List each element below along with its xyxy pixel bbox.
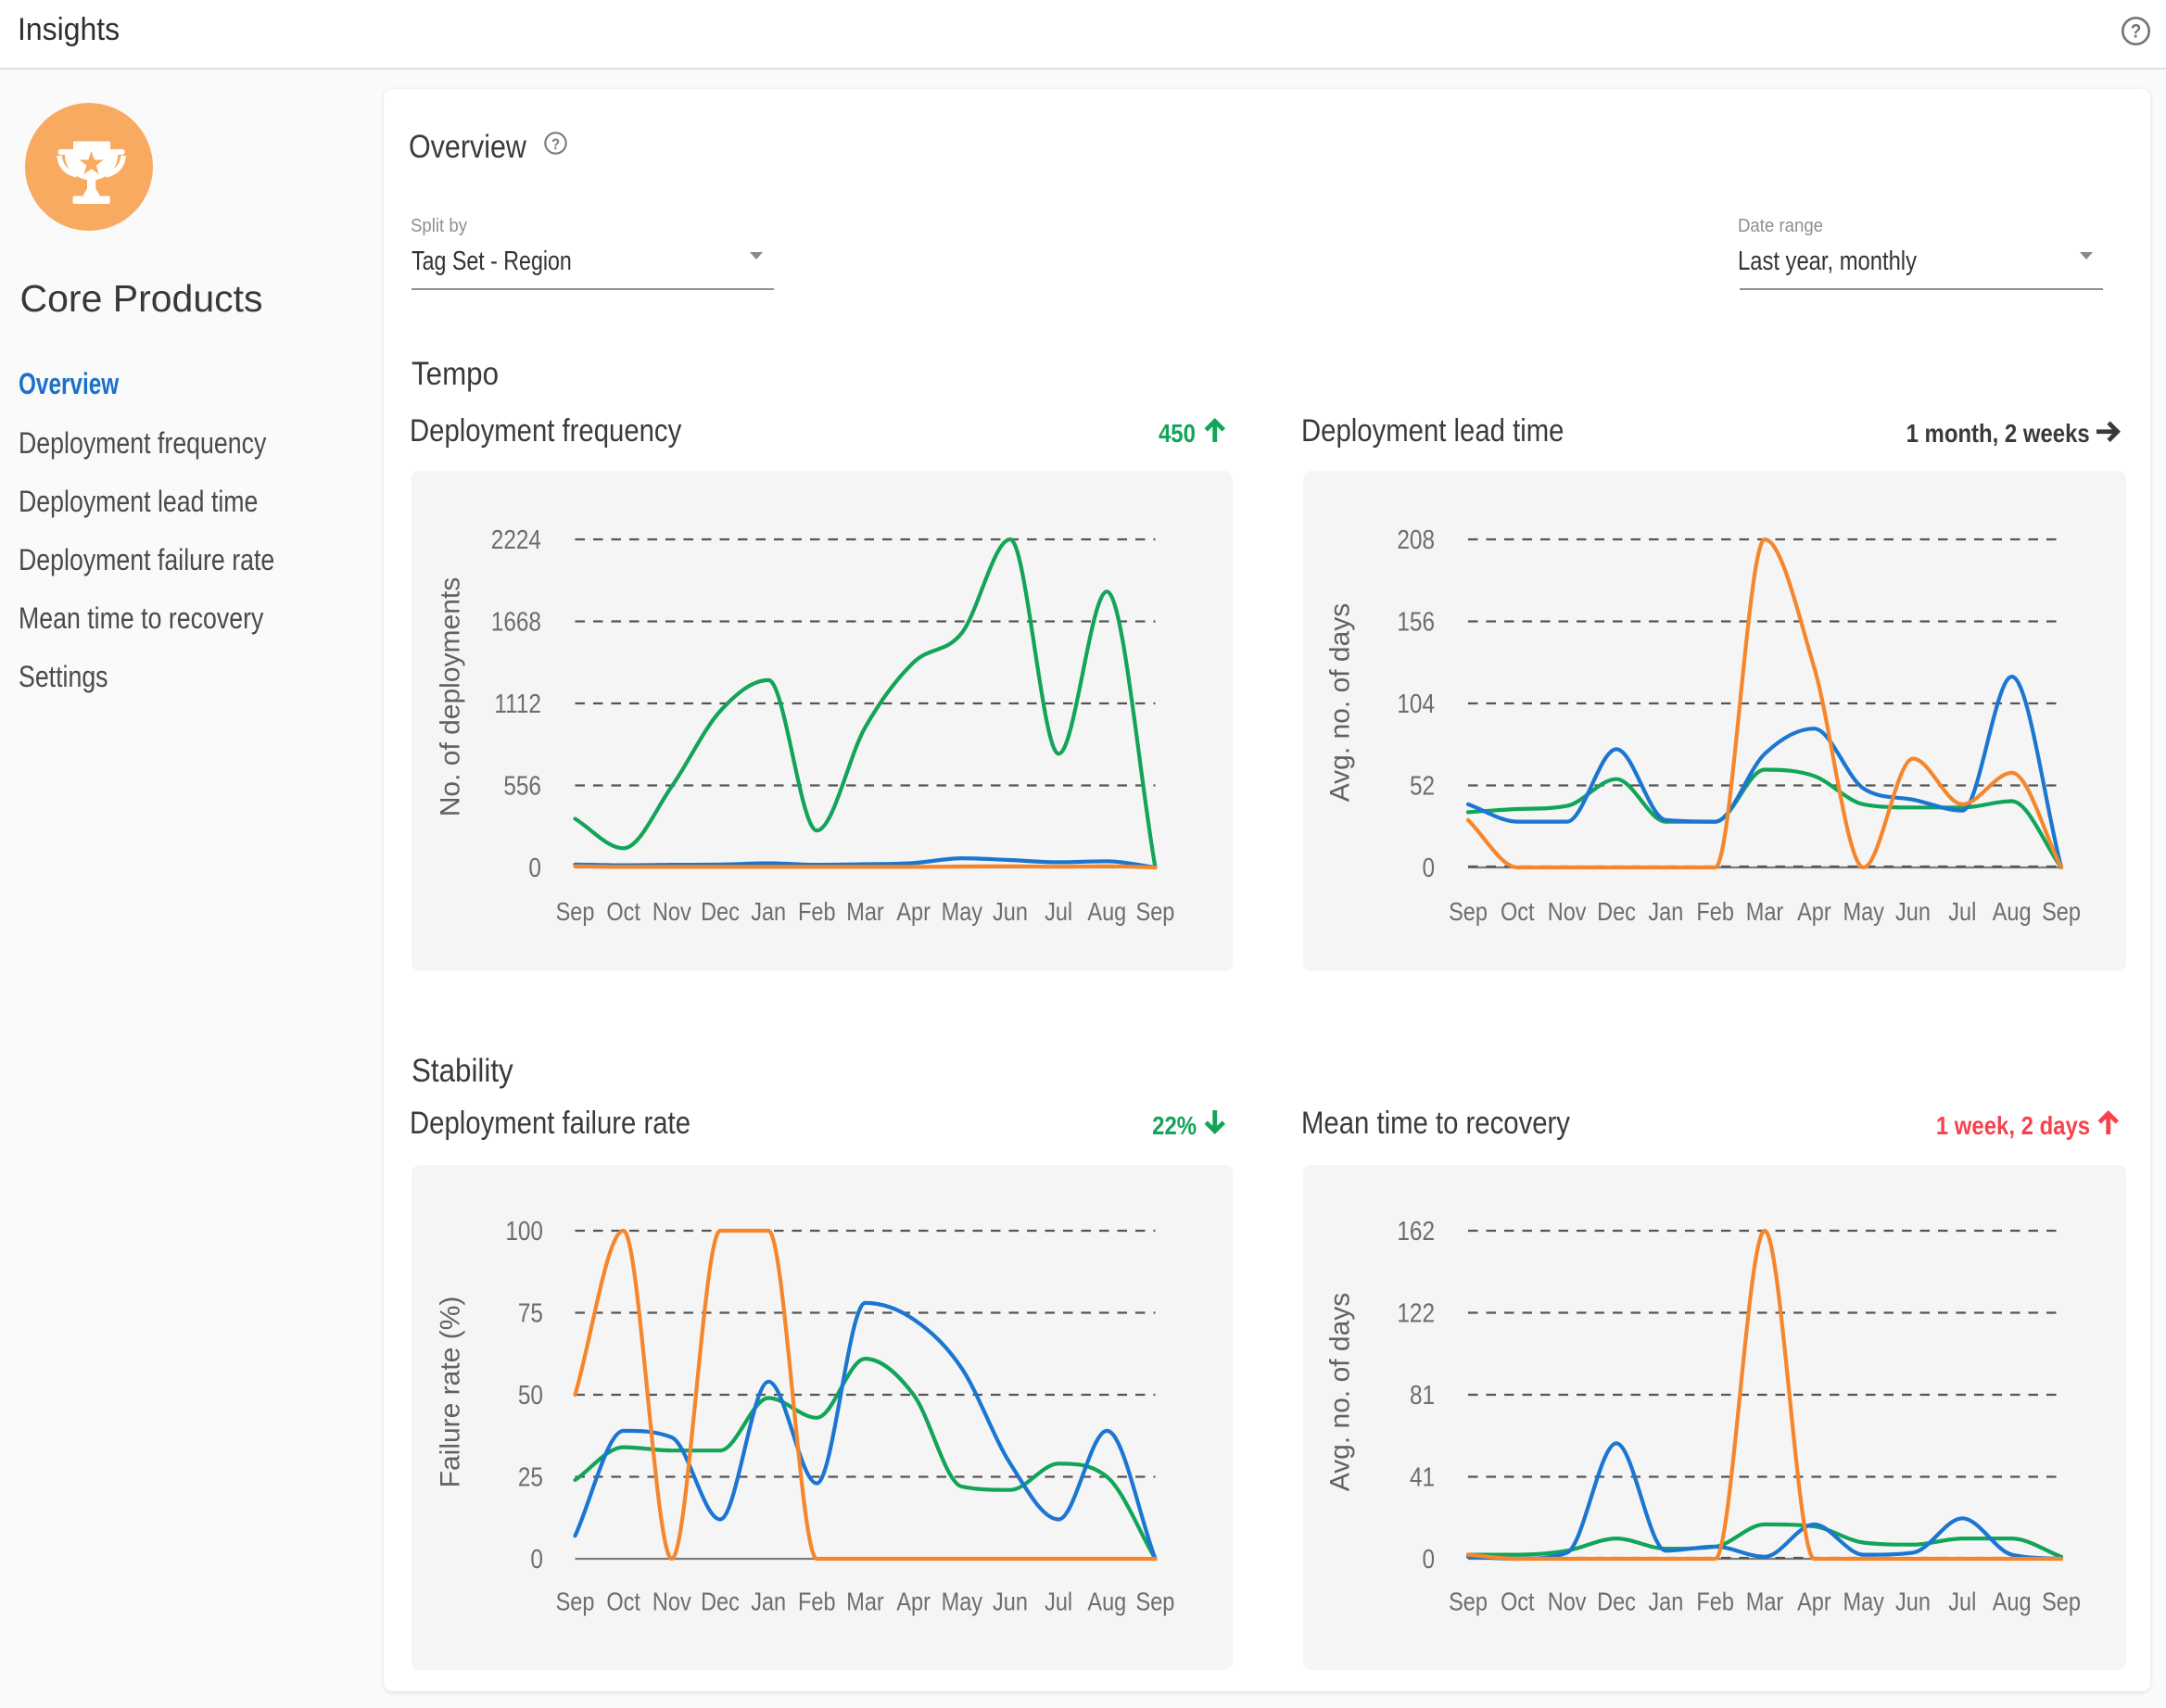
svg-text:Mar: Mar	[846, 1588, 884, 1616]
svg-text:Aug: Aug	[1087, 898, 1126, 926]
svg-text:Jan: Jan	[751, 898, 786, 926]
svg-text:?: ?	[551, 136, 560, 153]
svg-text:Apr: Apr	[896, 898, 931, 926]
svg-text:Dec: Dec	[1597, 898, 1636, 926]
svg-text:Jul: Jul	[1948, 1588, 1976, 1616]
svg-text:208: 208	[1397, 525, 1435, 554]
svg-text:Feb: Feb	[1696, 898, 1734, 926]
svg-text:2224: 2224	[491, 525, 541, 554]
svg-text:Feb: Feb	[1696, 1588, 1734, 1616]
svg-text:?: ?	[2131, 21, 2142, 43]
svg-text:Jan: Jan	[1648, 1588, 1683, 1616]
svg-text:104: 104	[1397, 689, 1435, 718]
svg-text:May: May	[942, 898, 982, 926]
svg-text:156: 156	[1397, 607, 1435, 637]
svg-text:Nov: Nov	[1548, 1588, 1587, 1616]
svg-text:Avg. no. of days: Avg. no. of days	[1325, 603, 1356, 803]
svg-text:Aug: Aug	[1087, 1588, 1126, 1616]
svg-text:1668: 1668	[491, 607, 541, 637]
svg-text:Jul: Jul	[1045, 1588, 1072, 1616]
svg-text:Sep: Sep	[556, 898, 595, 926]
svg-text:Failure rate (%): Failure rate (%)	[436, 1297, 466, 1488]
svg-text:Nov: Nov	[652, 1588, 691, 1616]
svg-text:Feb: Feb	[798, 898, 836, 926]
svg-text:Sep: Sep	[2042, 1588, 2081, 1616]
svg-text:Dec: Dec	[701, 1588, 740, 1616]
svg-text:Apr: Apr	[1797, 898, 1831, 926]
svg-text:Aug: Aug	[1993, 898, 2032, 926]
svg-text:Aug: Aug	[1993, 1588, 2032, 1616]
svg-text:May: May	[1843, 898, 1884, 926]
svg-text:Jun: Jun	[993, 1588, 1028, 1616]
svg-text:0: 0	[1422, 1544, 1435, 1574]
svg-text:0: 0	[1422, 853, 1435, 882]
svg-text:162: 162	[1397, 1216, 1435, 1246]
svg-text:Avg. no. of days: Avg. no. of days	[1325, 1293, 1356, 1492]
svg-text:Jan: Jan	[1648, 898, 1683, 926]
svg-text:Mar: Mar	[1746, 1588, 1784, 1616]
svg-text:0: 0	[530, 1544, 543, 1574]
svg-text:100: 100	[505, 1216, 543, 1246]
svg-text:Feb: Feb	[798, 1588, 836, 1616]
svg-text:Sep: Sep	[556, 1588, 595, 1616]
svg-text:Jun: Jun	[1895, 1588, 1931, 1616]
svg-text:Sep: Sep	[1136, 898, 1175, 926]
svg-text:Mar: Mar	[846, 898, 884, 926]
svg-text:41: 41	[1410, 1462, 1435, 1492]
svg-text:Oct: Oct	[606, 898, 640, 926]
svg-text:122: 122	[1397, 1298, 1435, 1328]
svg-text:50: 50	[518, 1380, 543, 1410]
svg-text:Apr: Apr	[896, 1588, 931, 1616]
svg-text:Mar: Mar	[1746, 898, 1784, 926]
svg-text:Jan: Jan	[751, 1588, 786, 1616]
svg-text:Jul: Jul	[1045, 898, 1072, 926]
svg-text:May: May	[1843, 1588, 1884, 1616]
svg-text:Jun: Jun	[1895, 898, 1931, 926]
svg-text:Oct: Oct	[1501, 898, 1535, 926]
svg-text:Nov: Nov	[1548, 898, 1587, 926]
svg-text:No. of deployments: No. of deployments	[436, 577, 466, 816]
svg-text:Sep: Sep	[1449, 1588, 1488, 1616]
svg-text:Dec: Dec	[1597, 1588, 1636, 1616]
svg-text:1112: 1112	[494, 689, 541, 718]
svg-text:Apr: Apr	[1797, 1588, 1831, 1616]
svg-text:25: 25	[518, 1462, 543, 1492]
svg-text:May: May	[942, 1588, 982, 1616]
svg-text:52: 52	[1410, 771, 1435, 801]
svg-text:Dec: Dec	[701, 898, 740, 926]
svg-text:Jul: Jul	[1948, 898, 1976, 926]
svg-text:Oct: Oct	[606, 1588, 640, 1616]
svg-text:556: 556	[503, 771, 541, 801]
svg-text:Jun: Jun	[993, 898, 1028, 926]
svg-text:0: 0	[528, 853, 541, 882]
svg-text:81: 81	[1410, 1380, 1435, 1410]
svg-text:75: 75	[518, 1298, 543, 1328]
svg-text:Nov: Nov	[652, 898, 691, 926]
svg-text:Sep: Sep	[1449, 898, 1488, 926]
svg-text:Sep: Sep	[2042, 898, 2081, 926]
svg-text:Oct: Oct	[1501, 1588, 1535, 1616]
svg-text:Sep: Sep	[1136, 1588, 1175, 1616]
